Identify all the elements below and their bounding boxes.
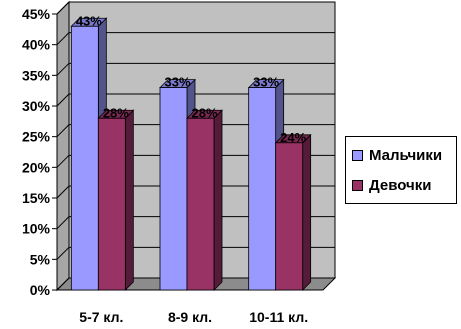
y-tick-label: 20% [22,159,51,175]
bar-boys [70,25,99,291]
legend-label-boys: Мальчики [369,147,443,164]
bar-girls [186,117,215,291]
y-tick-label: 5% [30,251,51,267]
data-label-girls: 28% [103,105,129,120]
bar-layer [70,17,312,291]
legend-swatch-boys [352,150,363,161]
bar-girls [97,117,126,291]
gridline [56,32,335,46]
data-label-boys: 43% [76,13,102,28]
legend: Мальчики Девочки [345,136,457,204]
gridline [56,93,335,107]
data-label-girls: 24% [280,130,306,145]
gridline [56,216,335,230]
bar-boys [248,87,277,291]
bar-side-girls [302,133,312,291]
bar-side-girls [213,109,223,291]
gridline [56,185,335,199]
bar-side-girls [124,109,134,291]
legend-item-girls: Девочки [352,177,431,194]
gridline [56,1,335,15]
data-label-boys: 33% [164,75,190,90]
x-tick-label: 8-9 кл. [168,309,212,325]
bar-boys [159,87,188,291]
side-wall [56,0,70,292]
y-tick-label: 45% [22,6,51,22]
y-tick-label: 35% [22,67,51,83]
y-tick-label: 25% [22,129,51,145]
legend-swatch-girls [352,180,363,191]
label-layer: 0% 5% 10% 15% 20% 25% 30% 35% 40% 45% 43% 28% 5-7 кл… [22,6,308,325]
data-label-girls: 28% [191,105,217,120]
bar-girls [275,142,304,291]
legend-label-girls: Девочки [369,177,432,194]
y-tick-label: 15% [22,190,51,206]
y-tick-label: 0% [30,282,51,298]
y-tick-label: 30% [22,98,51,114]
gridline [56,124,335,138]
gridline [56,62,335,76]
y-tick-label: 40% [22,37,51,53]
gridline [56,154,335,168]
x-tick-label: 10-11 кл. [249,309,308,325]
legend-item-boys: Мальчики [352,147,442,164]
gridline [56,277,335,291]
x-tick-label: 5-7 кл. [79,309,123,325]
gridline [56,246,335,260]
data-label-boys: 33% [253,75,279,90]
y-tick-label: 10% [22,221,51,237]
